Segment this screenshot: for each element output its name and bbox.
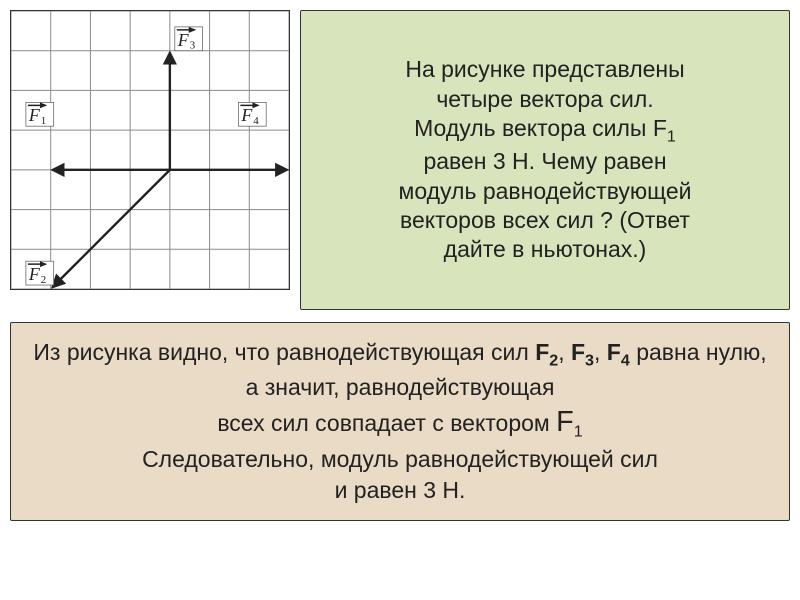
sol-f4: F — [607, 339, 621, 365]
problem-line3: Модуль вектора силы F — [414, 115, 667, 141]
sol-p2a: Следовательно, модуль равнодействующей с… — [142, 446, 658, 472]
grid — [11, 11, 289, 289]
svg-text:F: F — [28, 264, 41, 284]
svg-text:2: 2 — [41, 274, 46, 286]
sol-f3: F — [571, 339, 585, 365]
problem-line5: модуль равнодействующей — [399, 178, 692, 204]
problem-line1: На рисунке представлены — [405, 56, 684, 82]
problem-text: На рисунке представлены четыре вектора с… — [399, 55, 692, 265]
sol-p1c: всех сил совпадает с вектором — [217, 410, 556, 436]
sol-bigf: F — [556, 406, 574, 438]
label-f2: F 2 — [26, 261, 54, 286]
problem-line2: четыре вектора сил. — [436, 86, 653, 112]
sol-p2b: и равен 3 Н. — [335, 477, 466, 503]
svg-text:F: F — [177, 30, 190, 50]
solution-text: Из рисунка видно, что равнодействующая с… — [29, 337, 771, 506]
svg-text:3: 3 — [190, 40, 196, 52]
sol-s4: 4 — [621, 352, 630, 370]
sol-s1: 1 — [574, 423, 583, 441]
sol-f2: F — [535, 339, 549, 365]
vector-labels: F 1 F 3 F 4 — [26, 27, 266, 286]
problem-f1-sub: 1 — [667, 128, 676, 146]
sol-c2: , — [594, 339, 607, 365]
label-f4: F 4 — [238, 102, 266, 127]
slide: F 1 F 3 F 4 — [0, 0, 800, 600]
sol-s2: 2 — [549, 352, 558, 370]
svg-text:F: F — [28, 105, 41, 125]
vector-figure: F 1 F 3 F 4 — [10, 10, 290, 290]
vector-f2 — [53, 170, 170, 287]
label-f1: F 1 — [26, 102, 54, 127]
problem-box: На рисунке представлены четыре вектора с… — [300, 10, 790, 310]
svg-text:1: 1 — [41, 115, 46, 127]
label-f3: F 3 — [175, 27, 203, 52]
sol-s3: 3 — [585, 352, 594, 370]
problem-line6: векторов всех сил ? (Ответ — [400, 207, 690, 233]
svg-text:4: 4 — [253, 115, 259, 127]
sol-c1: , — [558, 339, 571, 365]
problem-line7: дайте в ньютонах.) — [444, 236, 647, 262]
problem-line4: равен 3 Н. Чему равен — [423, 148, 666, 174]
sol-p1a: Из рисунка видно, что равнодействующая с… — [33, 339, 535, 365]
solution-box: Из рисунка видно, что равнодействующая с… — [10, 322, 790, 521]
figure-svg: F 1 F 3 F 4 — [11, 11, 289, 289]
svg-text:F: F — [240, 105, 253, 125]
top-row: F 1 F 3 F 4 — [0, 0, 800, 320]
